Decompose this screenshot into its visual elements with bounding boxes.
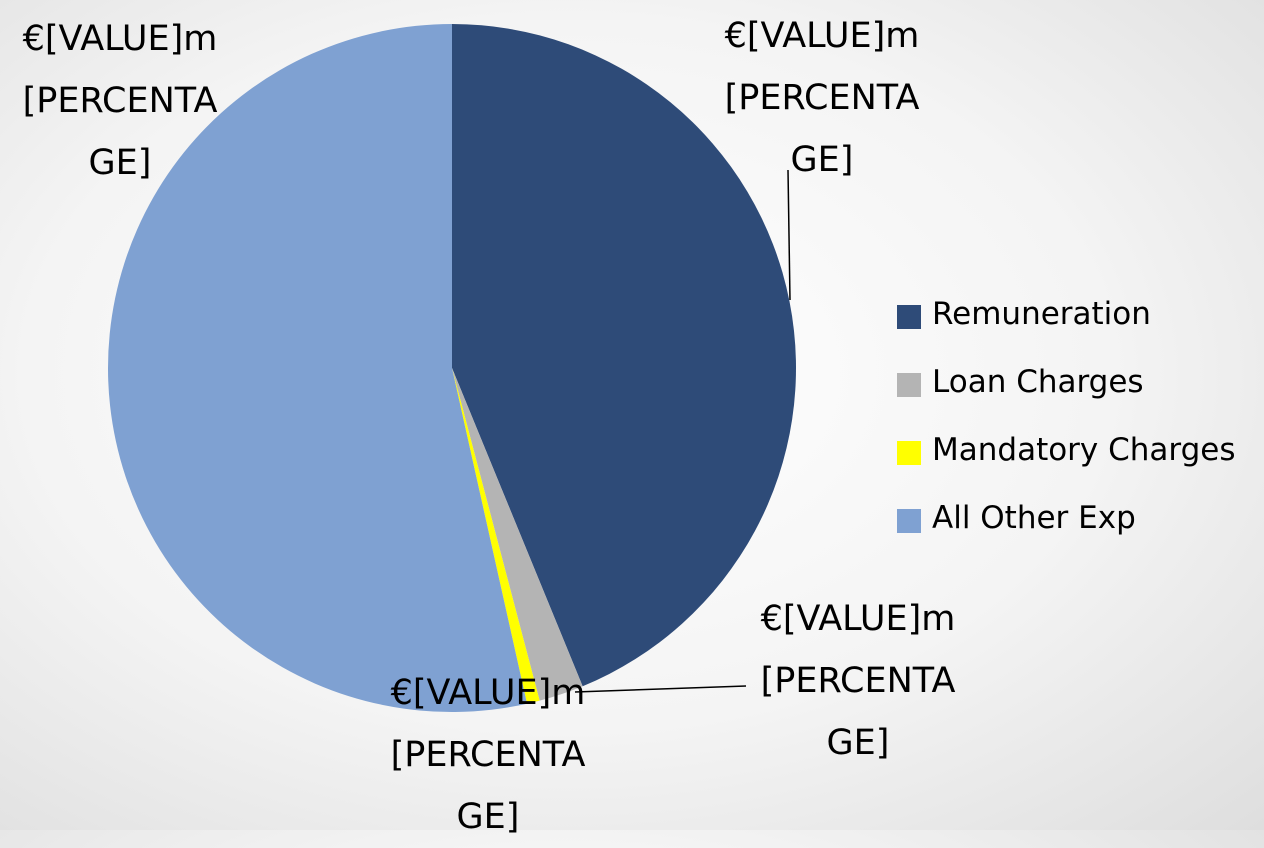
legend-swatch [897, 373, 921, 397]
legend-label: All Other Exp [932, 500, 1136, 536]
legend-label: Mandatory Charges [932, 432, 1236, 468]
pie-slice [452, 368, 540, 704]
chart [108, 24, 796, 712]
pie-slice [452, 368, 583, 701]
legend-swatch [897, 509, 921, 533]
data-label: €[VALUE]m [PERCENTAGE] [724, 16, 920, 180]
legend-swatch [897, 441, 921, 465]
leader-line [574, 685, 747, 693]
legend-swatch [897, 305, 921, 329]
legend-label: Loan Charges [932, 364, 1144, 400]
pie-slice [108, 24, 528, 712]
data-label: €[VALUE]m [PERCENTAGE] [390, 673, 586, 837]
pie-slice [452, 24, 796, 687]
leader-line [787, 169, 791, 301]
data-label: €[VALUE]m [PERCENTAGE] [760, 599, 956, 763]
data-label: €[VALUE]m [PERCENTAGE] [22, 19, 218, 183]
legend-label: Remuneration [932, 296, 1151, 332]
pie [108, 24, 796, 712]
